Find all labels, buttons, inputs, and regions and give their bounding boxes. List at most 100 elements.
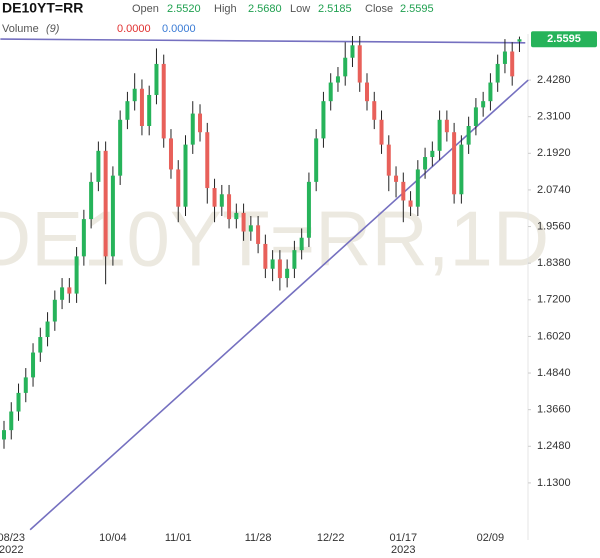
candle-body <box>234 212 239 220</box>
candle-body <box>488 82 493 102</box>
candle-body <box>444 119 449 133</box>
candle-body <box>365 82 369 102</box>
header-value: 2.5595 <box>400 3 434 15</box>
candle-body <box>248 225 253 232</box>
candle-body <box>241 212 246 232</box>
candle-body <box>183 144 188 207</box>
candle-body <box>52 299 57 322</box>
header-label: Open <box>132 3 159 15</box>
y-tick-label: 1.3660 <box>537 404 571 416</box>
candle-body <box>357 45 362 83</box>
header-label: Low <box>290 3 310 15</box>
candle-body <box>67 287 72 294</box>
candle-body <box>31 352 36 378</box>
y-tick-label: 2.3100 <box>537 111 571 123</box>
candle-body <box>372 101 377 120</box>
chart-title: DE10YT=RR <box>2 0 83 16</box>
candle-body <box>270 259 275 269</box>
header-value: 2.5680 <box>248 3 282 15</box>
x-tick-label: 10/04 <box>99 532 127 544</box>
candle-body <box>379 119 384 145</box>
candle-body <box>74 256 79 294</box>
candle-body <box>263 243 268 269</box>
candle-body <box>495 63 500 83</box>
candle-body <box>408 200 413 207</box>
candle-body <box>16 392 21 412</box>
candle-body <box>285 268 290 279</box>
y-tick-label: 1.8380 <box>537 257 571 269</box>
volume-value: 0.0000 <box>117 23 151 35</box>
candle-body <box>452 132 457 195</box>
candle-body <box>161 63 166 139</box>
candle-body <box>154 63 159 95</box>
candle-body <box>227 194 232 220</box>
candle-body <box>198 113 203 133</box>
candle-body <box>89 181 94 220</box>
y-tick-label: 2.0740 <box>537 184 571 196</box>
candle-body <box>38 337 43 353</box>
x-tick-label: 08/23 <box>0 532 25 544</box>
y-tick-label: 1.9560 <box>537 220 571 232</box>
y-tick-label: 1.4840 <box>537 367 571 379</box>
candle-body <box>132 88 137 102</box>
y-tick-label: 2.1920 <box>537 147 571 159</box>
candle-body <box>103 150 108 257</box>
y-tick-label: 1.6020 <box>537 330 571 342</box>
candle-body <box>437 119 442 151</box>
candle-body <box>459 144 464 195</box>
candle-body <box>292 250 297 269</box>
candle-body <box>219 194 224 207</box>
candle-body <box>306 181 311 238</box>
candle-body <box>343 57 348 77</box>
candle-body <box>510 51 515 77</box>
x-tick-label: 12/22 <box>317 532 345 544</box>
candle-body <box>125 101 130 120</box>
last-price-label: 2.5595 <box>547 33 581 45</box>
candle-body <box>176 169 181 207</box>
candle-body <box>168 138 173 170</box>
candle-body <box>394 175 399 182</box>
candle-body <box>60 287 65 300</box>
candle-body <box>314 138 319 182</box>
trendline <box>0 38 526 44</box>
candle-body <box>423 157 428 170</box>
y-tick-label: 1.1300 <box>537 477 571 489</box>
candle-body <box>502 51 507 64</box>
candle-body <box>473 107 478 126</box>
candle-body <box>328 82 333 102</box>
x-year-label: 2022 <box>0 544 24 556</box>
x-tick-label: 11/28 <box>245 532 272 544</box>
candle-body <box>430 150 435 158</box>
volume-label: Volume <box>2 23 39 35</box>
candle-body <box>23 377 28 393</box>
candle-body <box>386 144 391 176</box>
candle-body <box>118 119 123 176</box>
candle-body <box>335 76 340 83</box>
x-tick-label: 11/01 <box>165 532 192 544</box>
header-label: High <box>214 3 237 15</box>
header-label: Close <box>365 3 393 15</box>
y-tick-label: 2.4280 <box>537 74 571 86</box>
candle-body <box>481 101 486 108</box>
candle-body <box>321 101 326 139</box>
candle-body <box>212 188 217 207</box>
candle-body <box>2 430 6 440</box>
candle-body <box>190 113 195 145</box>
trendline <box>29 79 529 531</box>
candle-body <box>277 259 282 279</box>
candle-body <box>45 321 50 338</box>
x-tick-label: 02/09 <box>477 532 505 544</box>
y-tick-label: 1.7200 <box>537 294 571 306</box>
y-tick-label: 1.2480 <box>537 440 571 452</box>
x-year-label: 2023 <box>391 544 415 556</box>
candle-body <box>96 150 101 182</box>
candle-body <box>401 181 406 201</box>
candle-body <box>110 175 115 257</box>
candle-body <box>517 39 522 42</box>
candle-body <box>299 237 304 251</box>
candle-body <box>205 132 210 189</box>
x-tick-label: 01/17 <box>390 532 418 544</box>
volume-value: 0.0000 <box>162 23 196 35</box>
header-value: 2.5185 <box>318 3 352 15</box>
